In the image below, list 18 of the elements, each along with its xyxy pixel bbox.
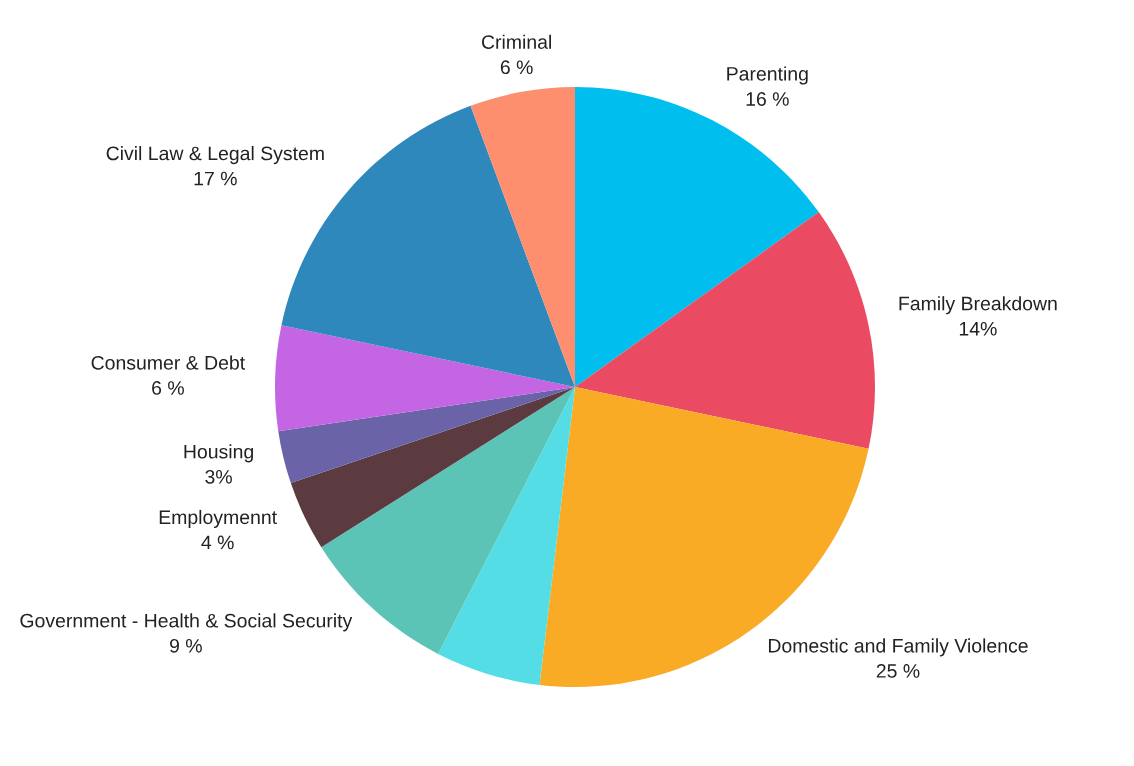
slice-label: Consumer & Debt bbox=[91, 355, 246, 370]
data-label: 9 % bbox=[170, 638, 202, 653]
slice-label: Government - Health & Social Security bbox=[20, 613, 353, 632]
data-label: 4 % bbox=[201, 535, 234, 550]
slice-label: Housing bbox=[184, 444, 253, 463]
slice-label: Domestic and Family Violence bbox=[768, 638, 1028, 657]
data-label: 3% bbox=[205, 469, 232, 484]
data-label: 17 % bbox=[194, 171, 237, 186]
data-label: 14% bbox=[959, 321, 997, 336]
data-label: 16 % bbox=[746, 92, 789, 106]
slice-label: Criminal bbox=[481, 34, 551, 49]
data-label: 6 % bbox=[152, 381, 184, 395]
slice-label: Family Breakdown bbox=[899, 296, 1057, 315]
data-label: 6 % bbox=[500, 60, 533, 75]
slice-label: Employmennt bbox=[159, 509, 277, 528]
slice-label: Parenting bbox=[727, 66, 808, 85]
slice-label: Civil Law & Legal System bbox=[106, 146, 324, 165]
data-label: 25 % bbox=[876, 664, 920, 678]
